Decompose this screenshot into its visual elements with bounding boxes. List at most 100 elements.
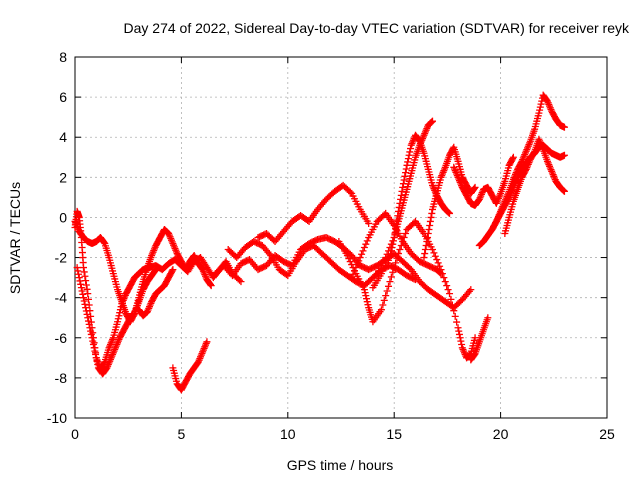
- data-point-interp: [200, 344, 208, 352]
- data-point: [467, 286, 475, 294]
- data-point: [560, 151, 568, 159]
- data-point-interp: [350, 267, 358, 275]
- data-point-interp: [476, 194, 484, 202]
- data-point-interp: [448, 301, 456, 309]
- data-point-interp: [417, 138, 425, 146]
- data-point-interp: [438, 172, 446, 180]
- data-point-interp: [202, 341, 210, 349]
- data-point-interp: [167, 236, 175, 244]
- data-point-interp: [511, 180, 519, 188]
- data-point: [450, 163, 458, 171]
- y-tick-label: 0: [59, 209, 67, 225]
- data-point-interp: [358, 250, 366, 258]
- data-point-interp: [389, 237, 397, 245]
- data-point-interp: [524, 162, 532, 170]
- data-point-interp: [106, 340, 114, 348]
- data-point: [429, 181, 437, 189]
- data-point-interp: [202, 272, 210, 280]
- data-point-interp: [536, 137, 544, 145]
- data-point-interp: [115, 312, 123, 320]
- data-point-interp: [470, 184, 478, 192]
- data-point-interp: [78, 287, 86, 295]
- data-point-interp: [453, 172, 461, 180]
- data-point-interp: [359, 247, 367, 255]
- data-point-interp: [109, 335, 117, 343]
- data-point-interp: [146, 301, 154, 309]
- data-point-interp: [523, 164, 531, 172]
- data-point-interp: [363, 237, 371, 245]
- data-point-interp: [427, 213, 435, 221]
- data-point-interp: [84, 295, 92, 303]
- data-point-interp: [443, 282, 451, 290]
- data-point: [111, 344, 119, 352]
- data-point-interp: [430, 185, 438, 193]
- data-point-interp: [393, 254, 401, 262]
- data-point: [80, 264, 88, 272]
- data-point-interp: [149, 248, 157, 256]
- y-tick-label: -8: [55, 370, 68, 386]
- data-point-interp: [456, 178, 464, 186]
- data-point: [356, 254, 364, 262]
- series-arc-6: [169, 338, 211, 394]
- data-point-interp: [104, 361, 112, 369]
- data-point-interp: [519, 156, 527, 164]
- data-point-interp: [436, 268, 444, 276]
- data-point-interp: [355, 257, 363, 265]
- data-point-interp: [419, 135, 427, 143]
- data-point-interp: [428, 118, 436, 126]
- data-point-interp: [496, 191, 504, 199]
- data-point-interp: [427, 119, 435, 127]
- data-point-interp: [548, 169, 556, 177]
- data-point: [84, 290, 92, 298]
- data-point: [458, 344, 466, 352]
- data-point-interp: [560, 187, 568, 195]
- data-point-interp: [199, 346, 207, 354]
- x-tick-label: 15: [386, 426, 402, 442]
- data-point-interp: [418, 136, 426, 144]
- y-tick-label: -2: [55, 250, 68, 266]
- data-point-interp: [83, 310, 91, 318]
- data-point-interp: [453, 318, 461, 326]
- data-point-interp: [521, 149, 529, 157]
- data-point: [420, 254, 428, 262]
- data-point: [543, 157, 551, 165]
- data-point-interp: [91, 347, 99, 355]
- data-point-interp: [172, 248, 180, 256]
- data-point-interp: [165, 231, 173, 239]
- data-point-interp: [408, 140, 416, 148]
- data-point-interp: [509, 155, 517, 163]
- data-point-interp: [389, 268, 397, 276]
- data-point-interp: [206, 281, 214, 289]
- data-point: [403, 161, 411, 169]
- series-arc-19: [467, 314, 492, 364]
- data-point-interp: [104, 362, 112, 370]
- data-point-interp: [75, 270, 83, 278]
- data-point: [360, 286, 368, 294]
- data-point-interp: [89, 337, 97, 345]
- series-arc-18: [501, 135, 568, 237]
- data-point-interp: [108, 352, 116, 360]
- data-point-interp: [88, 334, 96, 342]
- data-point-interp: [451, 312, 459, 320]
- data-point-interp: [453, 170, 461, 178]
- data-point-interp: [422, 126, 430, 134]
- data-point: [386, 278, 394, 286]
- data-point-interp: [404, 158, 412, 166]
- data-point-interp: [151, 243, 159, 251]
- data-point-interp: [346, 188, 354, 196]
- data-point-interp: [362, 292, 370, 300]
- data-point-interp: [85, 320, 93, 328]
- data-point-interp: [349, 270, 357, 278]
- data-point-interp: [431, 252, 439, 260]
- data-point-interp: [507, 188, 515, 196]
- data-point-interp: [74, 224, 82, 232]
- data-point-interp: [113, 340, 121, 348]
- data-point-interp: [364, 301, 372, 309]
- data-point-interp: [550, 172, 558, 180]
- data-point-interp: [455, 330, 463, 338]
- data-point: [446, 290, 454, 298]
- data-point-interp: [456, 334, 464, 342]
- data-point-interp: [424, 234, 432, 241]
- data-point-interp: [81, 272, 89, 280]
- data-point-interp: [74, 267, 82, 275]
